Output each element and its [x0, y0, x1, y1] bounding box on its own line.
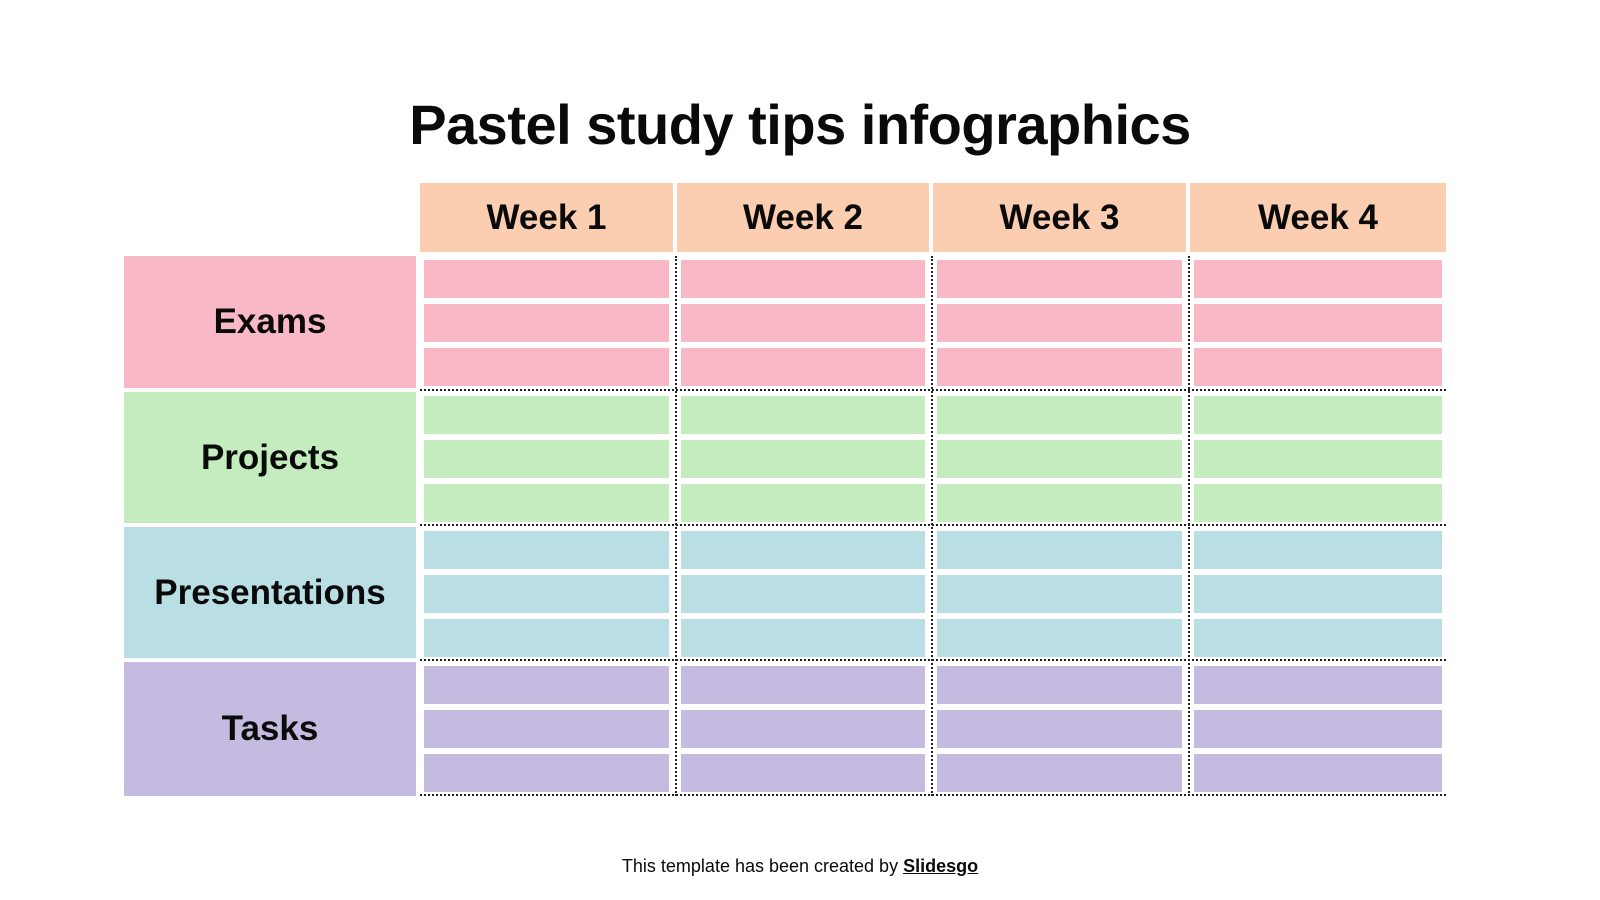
- schedule-cell[interactable]: [937, 484, 1182, 522]
- schedule-cell[interactable]: [937, 619, 1182, 657]
- schedule-cell[interactable]: [424, 304, 669, 342]
- row-divider: [420, 524, 1446, 526]
- schedule-cell[interactable]: [424, 531, 669, 569]
- schedule-cell[interactable]: [937, 666, 1182, 704]
- row-label-tasks: Tasks: [124, 662, 416, 796]
- schedule-cell[interactable]: [681, 666, 925, 704]
- schedule-cell[interactable]: [1194, 396, 1442, 434]
- schedule-cell[interactable]: [681, 531, 925, 569]
- schedule-cell[interactable]: [1194, 619, 1442, 657]
- row-divider: [420, 659, 1446, 661]
- schedule-cell[interactable]: [424, 575, 669, 613]
- schedule-cell[interactable]: [937, 396, 1182, 434]
- schedule-cell[interactable]: [937, 440, 1182, 478]
- schedule-cell[interactable]: [424, 260, 669, 298]
- footer-text: This template has been created by: [621, 856, 904, 876]
- schedule-cell[interactable]: [424, 754, 669, 792]
- schedule-cell[interactable]: [937, 575, 1182, 613]
- schedule-cell[interactable]: [1194, 260, 1442, 298]
- schedule-cell[interactable]: [937, 260, 1182, 298]
- column-divider: [675, 256, 677, 796]
- schedule-cell[interactable]: [937, 754, 1182, 792]
- schedule-cell[interactable]: [1194, 754, 1442, 792]
- schedule-cell[interactable]: [937, 710, 1182, 748]
- schedule-cell[interactable]: [424, 666, 669, 704]
- row-divider: [420, 389, 1446, 391]
- schedule-cell[interactable]: [1194, 666, 1442, 704]
- schedule-cell[interactable]: [424, 348, 669, 386]
- schedule-cell[interactable]: [1194, 575, 1442, 613]
- schedule-cell[interactable]: [681, 710, 925, 748]
- schedule-cell[interactable]: [681, 619, 925, 657]
- schedule-cell[interactable]: [937, 304, 1182, 342]
- schedule-cell[interactable]: [1194, 304, 1442, 342]
- week-header-2: Week 2: [677, 183, 929, 252]
- row-label-presentations: Presentations: [124, 527, 416, 658]
- week-header-1: Week 1: [420, 183, 673, 252]
- schedule-cell[interactable]: [1194, 484, 1442, 522]
- schedule-cell[interactable]: [424, 396, 669, 434]
- schedule-cell[interactable]: [424, 619, 669, 657]
- week-header-3: Week 3: [933, 183, 1186, 252]
- footer-credit: This template has been created by Slides…: [0, 856, 1600, 877]
- schedule-cell[interactable]: [1194, 710, 1442, 748]
- schedule-cell[interactable]: [424, 484, 669, 522]
- row-label-projects: Projects: [124, 392, 416, 523]
- schedule-cell[interactable]: [681, 348, 925, 386]
- column-divider: [1188, 256, 1190, 796]
- schedule-cell[interactable]: [681, 260, 925, 298]
- schedule-cell[interactable]: [1194, 531, 1442, 569]
- schedule-cell[interactable]: [937, 348, 1182, 386]
- schedule-cell[interactable]: [937, 531, 1182, 569]
- schedule-cell[interactable]: [681, 575, 925, 613]
- schedule-cell[interactable]: [424, 440, 669, 478]
- schedule-cell[interactable]: [1194, 440, 1442, 478]
- row-label-exams: Exams: [124, 256, 416, 388]
- schedule-cell[interactable]: [681, 754, 925, 792]
- week-header-4: Week 4: [1190, 183, 1446, 252]
- row-divider: [420, 794, 1446, 796]
- page-title: Pastel study tips infographics: [409, 93, 1191, 156]
- schedule-cell[interactable]: [424, 710, 669, 748]
- column-divider: [931, 256, 933, 796]
- schedule-cell[interactable]: [681, 440, 925, 478]
- schedule-cell[interactable]: [681, 396, 925, 434]
- schedule-cell[interactable]: [681, 484, 925, 522]
- schedule-cell[interactable]: [681, 304, 925, 342]
- slidesgo-link[interactable]: Slidesgo: [903, 856, 979, 876]
- schedule-cell[interactable]: [1194, 348, 1442, 386]
